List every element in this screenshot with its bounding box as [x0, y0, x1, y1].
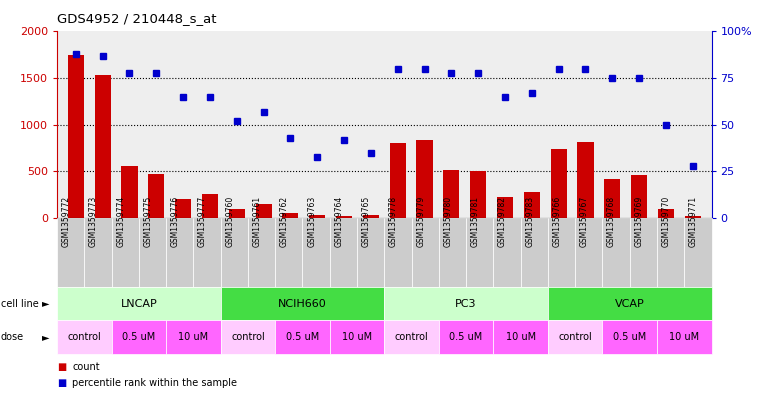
- Bar: [604, 179, 620, 218]
- Text: GSM1359771: GSM1359771: [689, 196, 698, 247]
- Text: LNCAP: LNCAP: [120, 299, 158, 309]
- Text: GSM1359760: GSM1359760: [225, 196, 234, 247]
- Text: GSM1359774: GSM1359774: [116, 196, 126, 247]
- Text: GSM1359782: GSM1359782: [498, 196, 507, 247]
- Text: GDS4952 / 210448_s_at: GDS4952 / 210448_s_at: [57, 12, 217, 25]
- Bar: [148, 174, 164, 218]
- Bar: [470, 171, 486, 218]
- Bar: [524, 193, 540, 218]
- Bar: [390, 143, 406, 218]
- Bar: [309, 215, 325, 218]
- Text: dose: dose: [1, 332, 24, 342]
- Bar: [444, 170, 460, 218]
- Text: count: count: [72, 362, 100, 373]
- Bar: [229, 209, 245, 218]
- Text: GSM1359768: GSM1359768: [607, 196, 616, 247]
- Text: 10 uM: 10 uM: [342, 332, 372, 342]
- Text: GSM1359761: GSM1359761: [253, 196, 262, 247]
- Text: control: control: [68, 332, 101, 342]
- Text: 0.5 uM: 0.5 uM: [286, 332, 319, 342]
- Text: 0.5 uM: 0.5 uM: [123, 332, 155, 342]
- Text: GSM1359765: GSM1359765: [361, 196, 371, 247]
- Bar: [68, 55, 84, 218]
- Text: PC3: PC3: [455, 299, 477, 309]
- Text: ■: ■: [57, 378, 66, 388]
- Bar: [256, 204, 272, 218]
- Bar: [416, 140, 432, 218]
- Text: GSM1359780: GSM1359780: [444, 196, 453, 247]
- Text: control: control: [231, 332, 265, 342]
- Text: GSM1359773: GSM1359773: [89, 196, 98, 247]
- Text: 0.5 uM: 0.5 uM: [450, 332, 482, 342]
- Text: control: control: [559, 332, 592, 342]
- Bar: [685, 216, 701, 218]
- Bar: [363, 215, 379, 218]
- Bar: [631, 175, 647, 218]
- Text: GSM1359764: GSM1359764: [334, 196, 343, 247]
- Text: percentile rank within the sample: percentile rank within the sample: [72, 378, 237, 388]
- Text: GSM1359775: GSM1359775: [144, 196, 152, 247]
- Text: ►: ►: [42, 332, 49, 342]
- Text: GSM1359763: GSM1359763: [307, 196, 316, 247]
- Bar: [551, 149, 567, 218]
- Text: GSM1359770: GSM1359770: [661, 196, 670, 247]
- Text: VCAP: VCAP: [615, 299, 645, 309]
- Text: 10 uM: 10 uM: [505, 332, 536, 342]
- Bar: [122, 166, 138, 218]
- Text: GSM1359779: GSM1359779: [416, 196, 425, 247]
- Text: GSM1359769: GSM1359769: [635, 196, 643, 247]
- Text: GSM1359772: GSM1359772: [62, 196, 71, 247]
- Bar: [282, 213, 298, 218]
- Text: ►: ►: [42, 299, 49, 309]
- Text: GSM1359781: GSM1359781: [471, 196, 479, 247]
- Bar: [497, 197, 513, 218]
- Text: 10 uM: 10 uM: [178, 332, 209, 342]
- Bar: [94, 75, 110, 218]
- Bar: [175, 199, 191, 218]
- Text: GSM1359783: GSM1359783: [525, 196, 534, 247]
- Text: NCIH660: NCIH660: [278, 299, 327, 309]
- Bar: [578, 141, 594, 218]
- Text: 0.5 uM: 0.5 uM: [613, 332, 646, 342]
- Bar: [336, 216, 352, 218]
- Text: control: control: [395, 332, 428, 342]
- Text: GSM1359777: GSM1359777: [198, 196, 207, 247]
- Text: GSM1359767: GSM1359767: [580, 196, 589, 247]
- Text: GSM1359778: GSM1359778: [389, 196, 398, 247]
- Text: GSM1359776: GSM1359776: [170, 196, 180, 247]
- Text: ■: ■: [57, 362, 66, 373]
- Text: 10 uM: 10 uM: [669, 332, 699, 342]
- Text: GSM1359766: GSM1359766: [552, 196, 562, 247]
- Text: cell line: cell line: [1, 299, 39, 309]
- Text: GSM1359762: GSM1359762: [280, 196, 289, 247]
- Bar: [658, 209, 674, 218]
- Bar: [202, 194, 218, 218]
